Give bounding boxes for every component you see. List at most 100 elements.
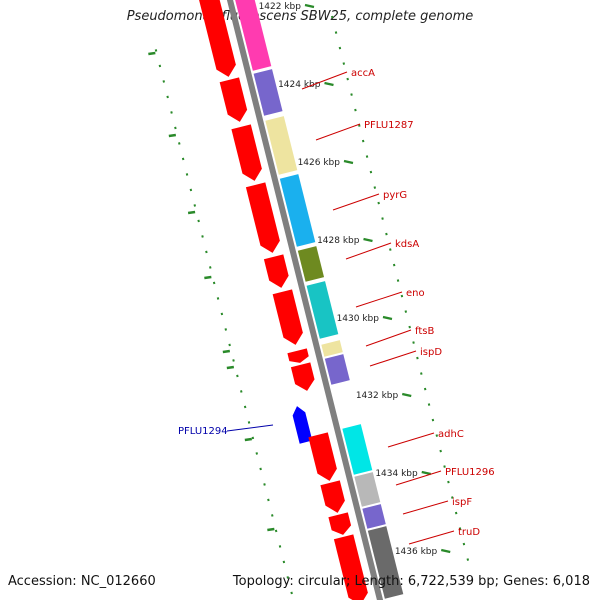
outer-dot bbox=[439, 449, 442, 453]
inner-dot bbox=[162, 80, 166, 83]
inner-dot bbox=[278, 545, 282, 548]
outer-dot bbox=[420, 372, 423, 375]
forward-gene-arrow bbox=[290, 362, 315, 391]
label-leader bbox=[332, 193, 380, 211]
label-leader bbox=[345, 242, 392, 260]
cog-block bbox=[321, 340, 343, 357]
genome-backbone bbox=[224, 0, 386, 600]
inner-dot-group bbox=[154, 49, 293, 595]
backbone-line bbox=[224, 0, 386, 600]
scale-label: 1430 kbp bbox=[337, 314, 380, 324]
gene-label: pyrG bbox=[383, 190, 407, 201]
cog-block bbox=[362, 504, 386, 529]
cog-block bbox=[367, 526, 404, 599]
gene-label: PFLU1296 bbox=[445, 467, 495, 478]
forward-gene-arrow bbox=[320, 480, 345, 513]
outer-dot bbox=[462, 542, 466, 546]
forward-gene-arrow bbox=[245, 182, 280, 253]
inner-dot bbox=[178, 142, 181, 145]
inner-dot bbox=[197, 219, 200, 223]
outer-dot bbox=[416, 356, 419, 360]
outer-dot bbox=[412, 341, 415, 344]
scale-tick bbox=[363, 237, 373, 243]
scale-tick bbox=[324, 81, 334, 87]
outer-dot bbox=[443, 465, 446, 468]
feature-tick bbox=[226, 365, 235, 370]
scale-label: 1436 kbp bbox=[395, 547, 438, 557]
scale-tick bbox=[304, 3, 315, 9]
feature-tick bbox=[244, 437, 253, 442]
forward-gene-arrow bbox=[272, 289, 303, 345]
outer-dot bbox=[451, 496, 454, 499]
outer-dot bbox=[373, 186, 377, 189]
outer-dot bbox=[381, 217, 384, 220]
scale-label: 1432 kbp bbox=[356, 391, 399, 401]
inner-dot bbox=[216, 297, 220, 300]
label-leader bbox=[301, 71, 348, 90]
feature-layer bbox=[198, 0, 404, 600]
forward-gene-arrow bbox=[287, 348, 309, 363]
outer-dot bbox=[466, 558, 470, 561]
cog-block bbox=[232, 0, 272, 71]
inner-dot bbox=[236, 374, 239, 378]
scale-tick bbox=[343, 159, 354, 165]
outer-dot bbox=[392, 263, 396, 267]
gene-label: PFLU1287 bbox=[364, 120, 414, 131]
inner-dot bbox=[189, 188, 193, 192]
outer-dot-group bbox=[330, 15, 470, 561]
outer-dot bbox=[342, 62, 346, 65]
cog-block bbox=[253, 69, 283, 116]
inner-dot bbox=[282, 560, 286, 564]
cog-block bbox=[306, 281, 339, 339]
cog-block bbox=[297, 246, 325, 282]
outer-dot bbox=[346, 77, 349, 81]
label-layer: accA PFLU1287 pyrG kdsA eno ftsB ispD PFLU1294 a… bbox=[178, 68, 495, 545]
feature-tick bbox=[222, 349, 231, 354]
label-leader bbox=[395, 470, 442, 486]
forward-gene-arrow bbox=[231, 124, 262, 181]
inner-dot bbox=[290, 591, 293, 595]
inner-dot bbox=[185, 173, 189, 176]
outer-dot bbox=[338, 46, 342, 50]
outer-dot bbox=[423, 387, 427, 391]
inner-dot bbox=[170, 111, 173, 114]
inner-dot bbox=[243, 405, 247, 409]
scale-tick bbox=[421, 470, 432, 476]
forward-gene-arrow bbox=[219, 77, 248, 122]
gene-label: eno bbox=[406, 288, 425, 299]
feature-tick bbox=[187, 210, 196, 215]
accession-text: Accession: NC_012660 bbox=[8, 574, 156, 589]
inner-dot bbox=[274, 529, 278, 533]
scale-label: 1424 kbp bbox=[278, 80, 321, 90]
scale-tick bbox=[440, 548, 451, 554]
backbone-group bbox=[224, 0, 386, 600]
inner-dot bbox=[240, 390, 243, 393]
label-leader bbox=[365, 329, 412, 347]
inner-dot bbox=[255, 452, 259, 455]
outer-dot bbox=[408, 325, 411, 329]
outer-dot bbox=[389, 248, 392, 251]
label-leader bbox=[315, 123, 361, 141]
feature-tick bbox=[168, 133, 177, 138]
outer-dot bbox=[435, 434, 439, 437]
scale-label: 1428 kbp bbox=[317, 236, 360, 246]
outer-dot bbox=[427, 403, 431, 406]
gene-label: PFLU1294 bbox=[178, 426, 228, 437]
outer-dot bbox=[454, 511, 458, 515]
inner-dot bbox=[228, 343, 231, 347]
feature-group bbox=[198, 0, 404, 600]
label-leader bbox=[387, 432, 435, 448]
inner-dot-track bbox=[154, 49, 293, 595]
outer-dot bbox=[354, 108, 357, 112]
outer-dot bbox=[400, 294, 404, 298]
cog-block bbox=[342, 424, 373, 475]
forward-gene-arrow bbox=[308, 432, 337, 481]
gene-label: truD bbox=[458, 527, 480, 538]
inner-dot bbox=[247, 421, 251, 424]
label-leader bbox=[402, 500, 449, 515]
forward-gene-arrow bbox=[263, 254, 289, 288]
inner-dot bbox=[158, 64, 162, 68]
inner-dot bbox=[181, 157, 185, 161]
inner-dot bbox=[205, 250, 208, 254]
outer-dot bbox=[361, 139, 365, 143]
